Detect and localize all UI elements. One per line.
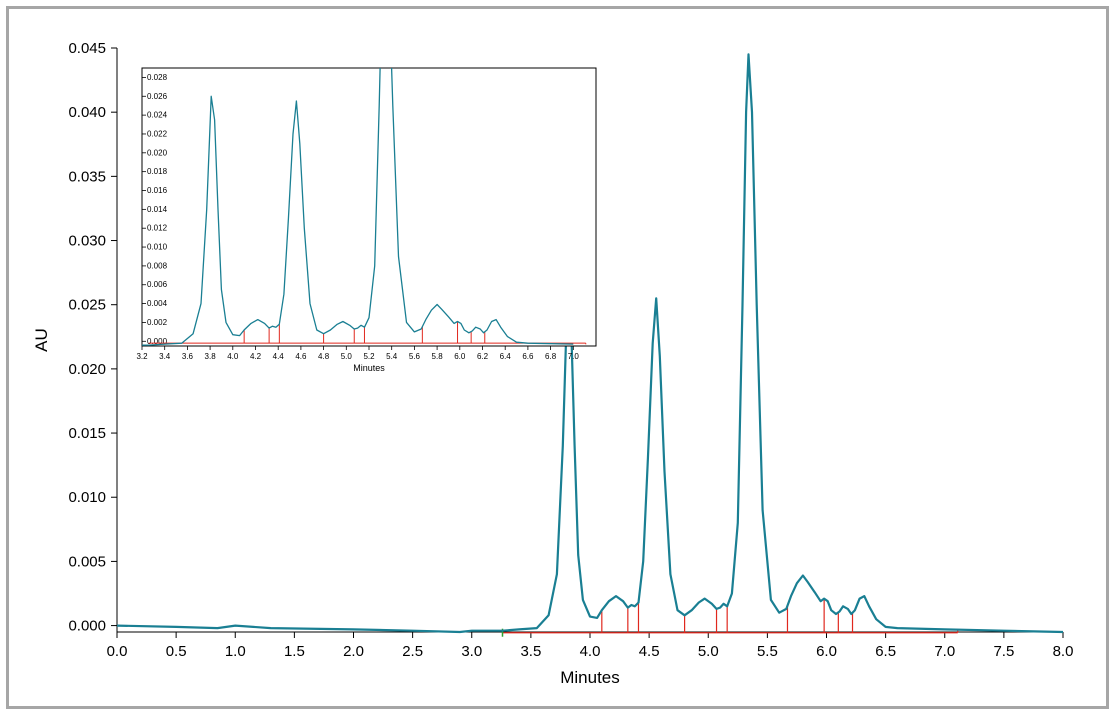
inset-y-tick-label: 0.016 [147,186,168,195]
y-axis-title: AU [32,328,51,352]
inset-x-tick-label: 3.4 [159,352,171,361]
inset-x-tick-label: 3.8 [205,352,217,361]
inset-x-tick-label: 3.6 [182,352,194,361]
inset-y-tick-label: 0.000 [147,337,168,346]
x-tick-label: 8.0 [1053,643,1074,660]
inset-y-tick-label: 0.004 [147,299,168,308]
x-tick-label: 5.0 [698,643,719,660]
x-tick-label: 1.0 [225,643,246,660]
inset-x-tick-label: 6.0 [454,352,466,361]
x-tick-label: 0.0 [107,643,128,660]
inset-y-tick-label: 0.008 [147,261,168,270]
inset-x-tick-label: 5.8 [432,352,444,361]
inset-x-tick-label: 6.8 [545,352,557,361]
inset-x-tick-label: 4.2 [250,352,262,361]
inset-y-tick-label: 0.014 [147,205,168,214]
y-tick-label: 0.045 [68,40,106,57]
x-tick-label: 6.0 [816,643,837,660]
inset-y-tick-label: 0.024 [147,111,168,120]
inset-x-tick-label: 5.4 [386,352,398,361]
inset-y-tick-label: 0.020 [147,148,168,157]
x-tick-label: 1.5 [284,643,305,660]
signal-line [116,53,1064,634]
inset-x-tick-label: 7.0 [568,352,580,361]
y-tick-label: 0.005 [68,553,106,570]
y-tick-label: 0.025 [68,297,106,314]
inset-signal-line [142,68,574,346]
main-plot: 0.0 0.5 1.0 1.5 2.0 2.5 3.0 3.5 4.0 4.5 5.0 5.5 6.0 6… [32,40,1073,687]
inset-x-tick-label: 4.8 [318,352,330,361]
inset-x-tick-label: 6.2 [477,352,489,361]
x-tick-label: 7.0 [934,643,955,660]
x-tick-label: 3.0 [461,643,482,660]
inset-x-tick-label: 3.2 [136,352,148,361]
inset-x-tick-label: 5.0 [341,352,353,361]
y-tick-label: 0.040 [68,104,106,121]
inset-y-tick-label: 0.006 [147,280,168,289]
inset-y-tick-label: 0.018 [147,167,168,176]
x-tick-label: 2.0 [343,643,364,660]
y-tick-label: 0.010 [68,489,106,506]
inset-x-tick-label: 4.0 [227,352,239,361]
x-tick-label: 4.0 [580,643,601,660]
inset-y-tick-label: 0.022 [147,129,168,138]
inset-y-tick-label: 0.028 [147,73,168,82]
inset-y-tick-label: 0.012 [147,224,168,233]
y-tick-label: 0.015 [68,425,106,442]
inset-y-tick-label: 0.002 [147,318,168,327]
y-tick-label: 0.000 [68,618,106,635]
inset-x-tick-label: 5.6 [409,352,421,361]
inset-x-tick-label: 4.6 [295,352,307,361]
y-tick-label: 0.020 [68,361,106,378]
x-tick-label: 4.5 [639,643,660,660]
inset-x-tick-label: 4.4 [273,352,285,361]
inset-plot: 3.2 3.4 3.6 3.8 4.0 4.2 4.4 4.6 4.8 5.0 5.2 5.4 5.6 5… [136,67,597,373]
inset-x-tick-label: 6.4 [500,352,512,361]
y-tick-label: 0.035 [68,168,106,185]
x-tick-label: 2.5 [402,643,423,660]
x-tick-label: 7.5 [993,643,1014,660]
y-tick-label: 0.030 [68,233,106,250]
inset-y-tick-label: 0.026 [147,92,168,101]
x-tick-label: 6.5 [875,643,896,660]
x-tick-label: 5.5 [757,643,778,660]
inset-x-axis-title: Minutes [353,363,385,373]
x-tick-label: 3.5 [520,643,541,660]
x-tick-label: 0.5 [166,643,187,660]
inset-x-tick-label: 6.6 [522,352,534,361]
inset-x-tick-label: 5.2 [363,352,375,361]
x-axis-title: Minutes [560,668,620,687]
inset-y-tick-label: 0.010 [147,243,168,252]
